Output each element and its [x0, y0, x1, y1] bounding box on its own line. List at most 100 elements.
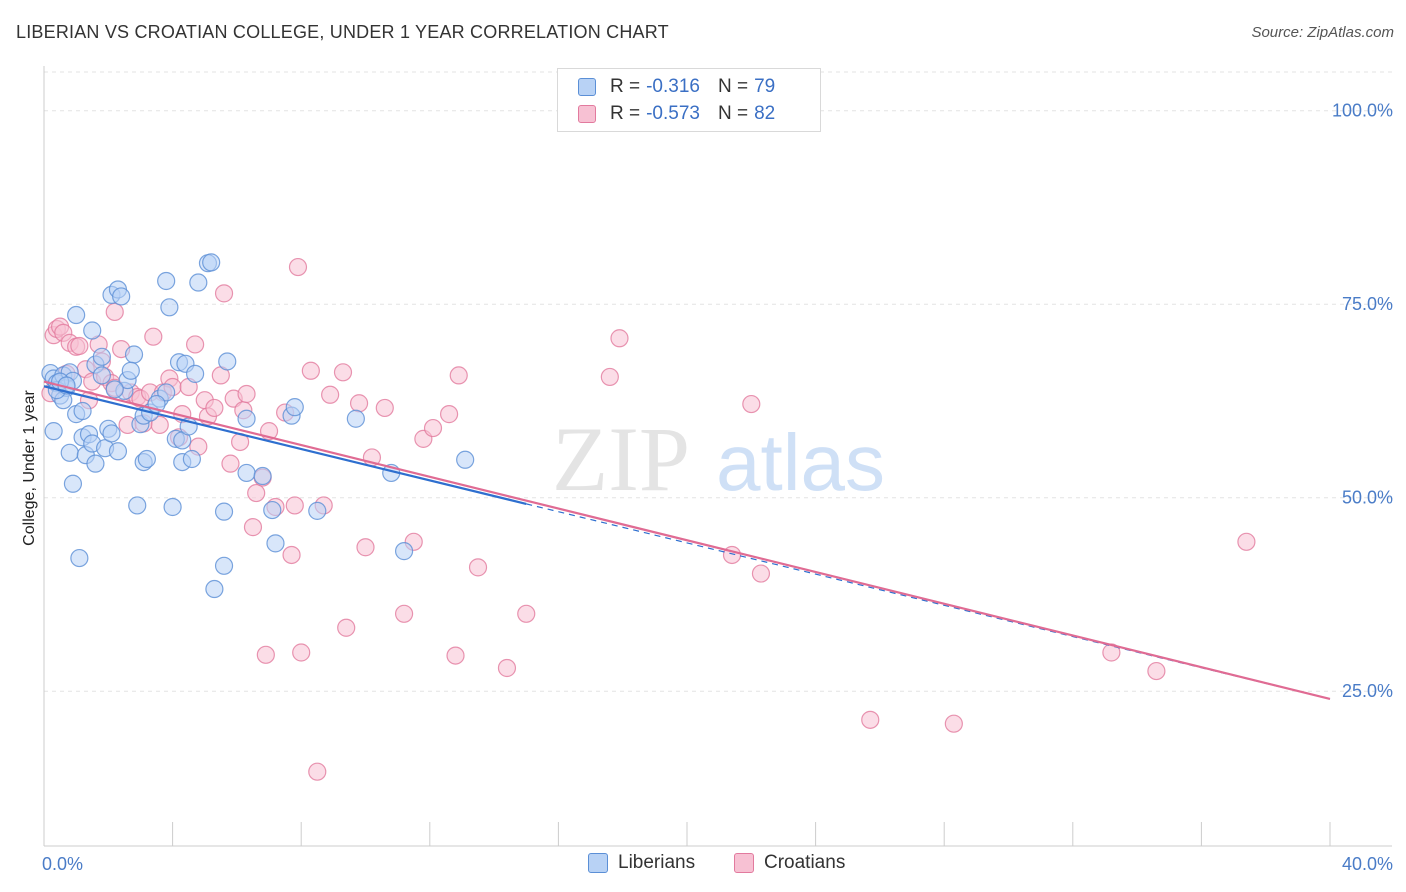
croatian-point: [517, 604, 536, 623]
axes: [43, 66, 1392, 847]
liberian-point: [60, 443, 79, 462]
legend-r-label: R =: [610, 76, 641, 97]
liberian-point: [157, 383, 176, 402]
chart-title: LIBERIAN VS CROATIAN COLLEGE, UNDER 1 YE…: [16, 22, 669, 42]
x-tick-label: 0.0%: [42, 854, 83, 874]
croatian-point: [70, 336, 89, 356]
croatian-point: [247, 483, 266, 503]
croatian-point: [439, 405, 459, 424]
croatian-point: [446, 646, 465, 665]
y-tick-label: 50.0%: [1342, 488, 1393, 508]
croatian-point: [214, 284, 234, 303]
legend-row-liberians: R = -0.316 N = 79: [578, 73, 775, 101]
croatian-point: [221, 454, 240, 473]
liberian-point: [456, 450, 475, 469]
croatian-point: [468, 558, 488, 577]
liberian-point: [253, 466, 272, 486]
croatian-point: [449, 366, 468, 385]
series-legend: Liberians Croatians: [0, 850, 1406, 878]
legend-swatch-liberians: [588, 853, 608, 873]
croatian-point: [861, 710, 880, 729]
data-points: [41, 253, 1256, 781]
liberian-point: [214, 502, 234, 521]
liberian-point: [263, 500, 282, 520]
croatian-point: [394, 604, 414, 623]
legend-n-value: 79: [754, 76, 776, 97]
liberian-point: [157, 271, 176, 291]
liberian-point: [214, 556, 234, 575]
liberian-point: [394, 542, 414, 561]
liberian-point: [44, 422, 63, 441]
tick-labels: 100.0% 75.0% 50.0% 25.0% 0.0% 40.0%: [42, 101, 1393, 874]
croatian-point: [292, 643, 311, 662]
liberian-point: [346, 409, 365, 428]
croatian-point: [237, 384, 256, 404]
legend-r-value: -0.573: [646, 103, 700, 124]
legend-label-croatians: Croatians: [764, 852, 846, 873]
liberian-point: [83, 321, 102, 340]
croatian-point: [333, 363, 353, 382]
liberian-point: [189, 273, 208, 292]
legend-row-croatians: R = -0.573 N = 82: [578, 100, 775, 128]
liberian-point: [128, 496, 147, 515]
croatian-point: [186, 335, 205, 354]
croatian-point: [1147, 661, 1166, 681]
liberian-point: [92, 347, 111, 366]
liberian-point: [121, 361, 140, 380]
liberian-point: [92, 366, 111, 385]
liberian-point: [105, 380, 124, 399]
legend-swatch-croatians: [734, 853, 754, 873]
croatian-point: [105, 302, 124, 322]
liberian-point: [205, 579, 224, 599]
liberian-point: [108, 442, 128, 461]
legend-label-liberians: Liberians: [618, 852, 696, 873]
croatian-point: [308, 762, 327, 781]
stats-legend: R = -0.316 N = 79 R = -0.573 N = 82: [557, 68, 821, 132]
liberian-point: [218, 352, 237, 371]
croatian-point: [751, 564, 771, 583]
croatian-point: [256, 645, 275, 664]
chart-source: Source: ZipAtlas.com: [1251, 24, 1394, 41]
y-axis-label: College, Under 1 year: [21, 390, 38, 546]
y-tick-label: 25.0%: [1342, 681, 1393, 701]
croatian-point: [423, 418, 443, 438]
legend-r-value: -0.316: [646, 76, 700, 97]
croatian-point: [349, 394, 369, 413]
liberian-point: [70, 548, 89, 568]
watermark-zip: ZIP: [552, 408, 690, 510]
liberian-point: [112, 287, 131, 306]
legend-swatch-blue: [578, 78, 596, 96]
croatian-point: [321, 385, 340, 404]
croatian-point: [600, 367, 619, 387]
legend-r-label: R =: [610, 103, 641, 124]
croatian-point: [301, 361, 320, 380]
croatian-point: [243, 518, 263, 537]
liberian-point: [285, 398, 304, 417]
legend-item-liberians[interactable]: Liberians: [588, 852, 695, 874]
liberian-point: [163, 497, 182, 517]
legend-item-croatians[interactable]: Croatians: [734, 852, 845, 874]
watermark-atlas: atlas: [716, 418, 885, 507]
croatian-point: [742, 394, 761, 414]
liberian-trend-line: [43, 385, 527, 505]
croatian-point: [150, 415, 169, 435]
liberian-point: [102, 424, 121, 443]
liberian-point: [237, 463, 256, 483]
legend-n-value: 82: [754, 103, 776, 124]
croatian-point: [144, 327, 163, 346]
croatian-point: [205, 398, 224, 418]
legend-n-label: N =: [717, 103, 749, 124]
liberian-point: [182, 449, 201, 469]
legend-swatch-pink: [578, 105, 596, 123]
croatian-trend-line: [43, 380, 1331, 701]
croatian-point: [337, 618, 356, 637]
liberian-point: [202, 253, 221, 272]
x-tick-label: 40.0%: [1342, 854, 1393, 874]
croatian-point: [497, 658, 517, 678]
y-tick-label: 100.0%: [1332, 101, 1393, 121]
liberian-point: [237, 409, 256, 428]
trend-lines: [43, 380, 1331, 701]
y-tick-label: 75.0%: [1342, 294, 1393, 314]
gridlines: [44, 71, 1392, 692]
